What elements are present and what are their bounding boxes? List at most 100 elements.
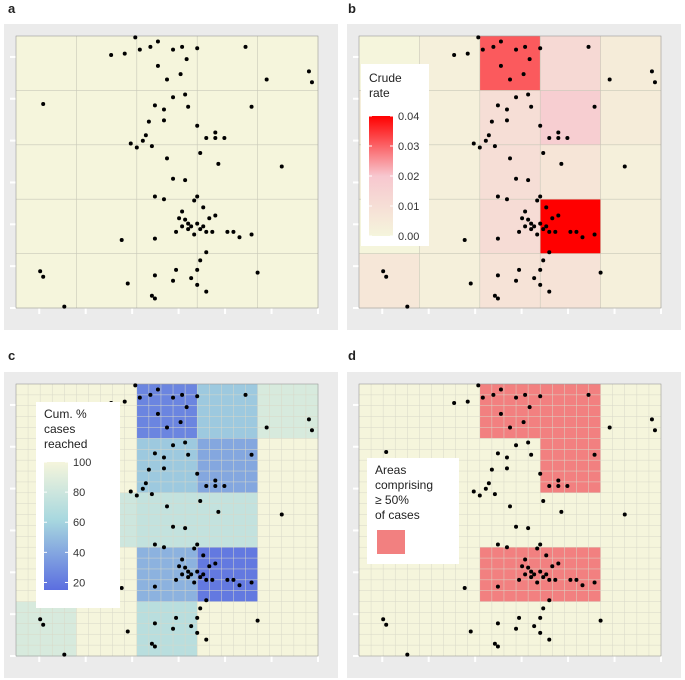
case-point — [544, 572, 549, 577]
case-point — [526, 92, 531, 97]
case-point — [137, 47, 142, 52]
grid-cell — [600, 90, 662, 146]
case-point — [498, 63, 503, 68]
grid-cell — [257, 547, 319, 603]
grid-cell — [479, 547, 541, 603]
case-point — [527, 57, 532, 62]
case-point — [119, 238, 124, 242]
grid-cell — [359, 253, 420, 309]
case-point — [149, 492, 154, 497]
case-point — [249, 452, 254, 457]
panel-label-b: b — [348, 1, 356, 16]
case-point — [574, 577, 579, 582]
panel-label-c: c — [8, 348, 15, 363]
case-point — [586, 392, 591, 397]
case-point — [471, 141, 476, 146]
case-point — [198, 258, 203, 263]
case-point — [195, 471, 200, 476]
case-point — [133, 383, 138, 388]
case-point — [152, 584, 157, 589]
grid-cell — [76, 36, 138, 91]
case-point — [152, 542, 157, 547]
case-point — [146, 119, 151, 124]
case-point — [41, 274, 46, 279]
case-point — [586, 44, 591, 49]
case-point — [559, 161, 564, 166]
case-point — [137, 395, 142, 400]
case-point — [529, 452, 534, 457]
legend-tick-label: 20 — [73, 577, 85, 589]
grid-cell — [540, 36, 602, 91]
case-point — [538, 123, 543, 128]
case-point — [213, 561, 218, 566]
case-point — [109, 53, 114, 58]
case-point — [547, 484, 552, 488]
case-point — [486, 481, 491, 486]
grid-cell — [197, 36, 259, 91]
case-point — [306, 417, 311, 422]
case-point — [495, 644, 500, 649]
case-point — [553, 229, 558, 234]
case-point — [255, 618, 260, 623]
case-point — [492, 144, 497, 149]
case-point — [514, 95, 519, 100]
case-point — [195, 615, 200, 620]
grid-cell — [76, 199, 138, 255]
case-point — [526, 526, 531, 531]
case-point — [152, 621, 157, 626]
case-point — [186, 575, 191, 580]
grid-cell — [16, 90, 77, 146]
case-point — [195, 46, 200, 51]
case-point — [41, 622, 46, 627]
case-point — [184, 57, 189, 62]
case-point — [452, 401, 457, 406]
case-point — [649, 69, 654, 74]
case-point — [201, 205, 206, 210]
case-point — [550, 564, 555, 569]
grid-cell — [600, 601, 662, 657]
case-point — [556, 561, 561, 566]
case-point — [216, 509, 221, 514]
case-point — [538, 630, 543, 635]
case-point — [134, 493, 139, 498]
case-point — [592, 452, 597, 457]
case-point — [155, 63, 160, 68]
grid-cell — [419, 253, 481, 309]
case-point — [146, 467, 151, 472]
case-point — [198, 575, 203, 580]
case-point — [529, 104, 534, 109]
case-point — [249, 580, 254, 585]
legend-title-line: of cases — [375, 508, 420, 522]
grid-cell — [257, 438, 319, 494]
case-point — [592, 232, 597, 237]
case-point — [125, 629, 130, 634]
case-point — [195, 630, 200, 635]
grid-cell — [257, 90, 319, 146]
legend-title-line: Crude — [369, 71, 402, 85]
case-point — [652, 428, 657, 433]
case-point — [195, 123, 200, 128]
case-point — [180, 209, 185, 214]
case-point — [520, 564, 525, 569]
case-point — [231, 577, 236, 582]
case-point — [171, 176, 176, 181]
case-point — [177, 564, 182, 569]
case-point — [538, 282, 543, 287]
case-point — [523, 557, 528, 562]
legend-tick-label: 0.00 — [398, 231, 419, 243]
case-point — [526, 440, 531, 445]
case-point — [622, 164, 627, 169]
case-point — [492, 293, 497, 298]
grid-cell — [540, 253, 602, 309]
case-point — [535, 198, 540, 203]
case-point — [195, 194, 200, 199]
case-point — [547, 136, 552, 140]
case-point — [477, 145, 482, 150]
case-point — [38, 269, 43, 274]
case-point — [62, 304, 67, 309]
case-point — [171, 278, 176, 283]
case-point — [213, 130, 218, 135]
case-point — [195, 569, 200, 574]
grid-cell — [16, 601, 77, 657]
case-point — [195, 542, 200, 547]
